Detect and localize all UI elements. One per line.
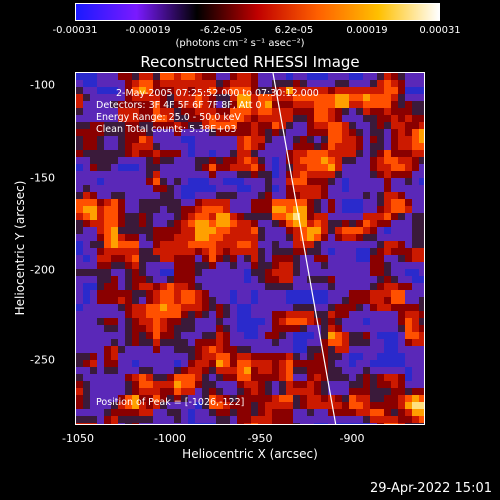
counts-label: Clean Total counts: 5.38E+03 [96,124,237,135]
energy-range-label: Energy Range: 25.0 - 50.0 keV [96,112,241,123]
rhessi-image-map [76,73,424,424]
image-plot-area [75,72,425,425]
x-tick-label: -900 [339,432,365,445]
y-tick-label: -200 [30,263,55,277]
detectors-label: Detectors: 3F 4F 5F 6F 7F 8F, Att 0 [96,100,262,111]
y-tick-label: -250 [30,353,55,367]
y-axis-label: Heliocentric Y (arcsec) [13,180,27,316]
colorbar-tick: 0.00019 [346,25,388,36]
x-tick-label: -1000 [154,432,186,445]
time-range-label: 2-May-2005 07:25:52.000 to 07:30:12.000 [116,88,319,99]
colorbar-tick: -6.2e-05 [200,25,242,36]
y-tick-label: -100 [30,78,55,92]
x-axis-label: Heliocentric X (arcsec) [182,447,318,461]
colorbar-tick: 6.2e-05 [274,25,314,36]
x-tick-label: -950 [247,432,273,445]
colorbar-tick: 0.00031 [419,25,461,36]
colorbar-units: (photons cm⁻² s⁻¹ asec⁻²) [175,38,305,49]
plot-title: Reconstructed RHESSI Image [140,53,360,71]
y-tick-label: -150 [30,171,55,185]
x-tick-label: -1050 [62,432,94,445]
colorbar-tick: -0.00031 [52,25,98,36]
colorbar-tick: -0.00019 [125,25,171,36]
peak-position-label: Position of Peak = [-1026,-122] [96,397,245,408]
colorbar [75,3,440,21]
footer-timestamp: 29-Apr-2022 15:01 [370,481,492,496]
solar-limb-line [272,73,337,424]
